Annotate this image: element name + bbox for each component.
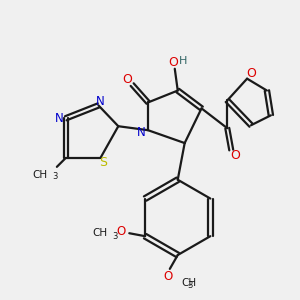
Text: O: O [230,149,240,162]
Text: 3: 3 [187,281,192,290]
Text: CH: CH [182,278,197,288]
Text: H: H [178,56,187,66]
Text: CH: CH [33,170,48,180]
Text: O: O [163,270,172,283]
Text: 3: 3 [52,172,58,181]
Text: 3: 3 [113,232,118,241]
Text: CH: CH [92,228,107,238]
Text: N: N [137,126,146,139]
Text: O: O [246,67,256,80]
Text: N: N [96,95,105,108]
Text: N: N [55,112,63,125]
Text: O: O [117,225,126,238]
Text: S: S [99,156,107,170]
Text: O: O [168,56,178,69]
Text: O: O [122,73,132,86]
